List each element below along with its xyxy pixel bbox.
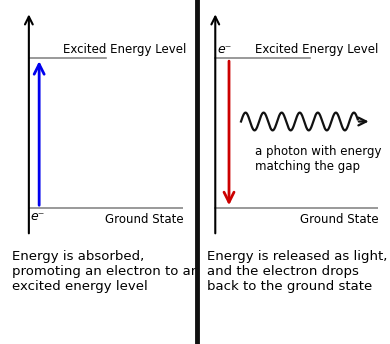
Text: Ground State: Ground State: [300, 213, 378, 226]
Text: e⁻: e⁻: [30, 211, 45, 223]
Text: Excited Energy Level: Excited Energy Level: [63, 43, 186, 56]
Text: Energy is released as light,
and the electron drops
back to the ground state: Energy is released as light, and the ele…: [207, 249, 387, 292]
Text: Ground State: Ground State: [105, 213, 183, 226]
Text: Excited Energy Level: Excited Energy Level: [255, 43, 378, 56]
Text: Energy is absorbed,
promoting an electron to an
excited energy level: Energy is absorbed, promoting an electro…: [12, 249, 199, 292]
Text: e⁻: e⁻: [217, 43, 231, 56]
Text: a photon with energy
matching the gap: a photon with energy matching the gap: [255, 145, 381, 173]
